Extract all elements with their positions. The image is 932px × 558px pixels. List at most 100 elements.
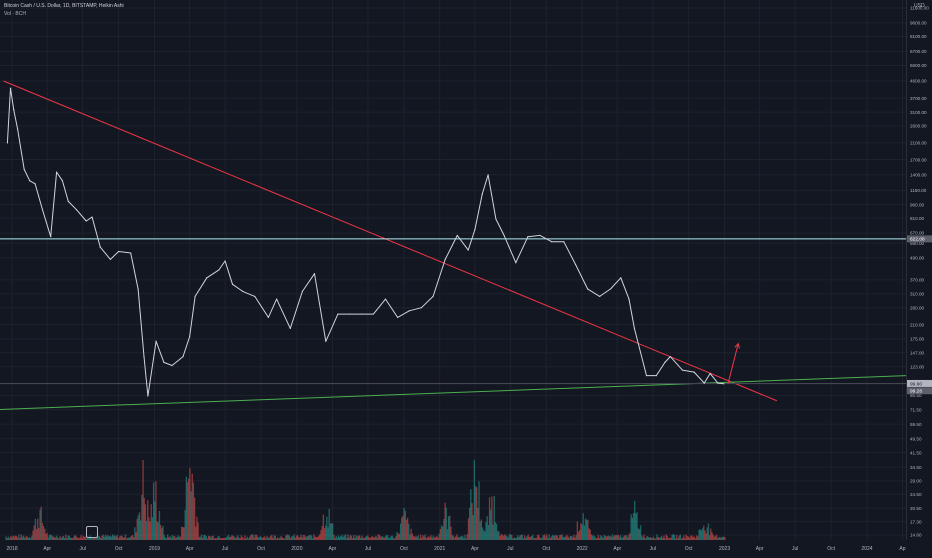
volume-bar: [278, 538, 280, 540]
price-axis[interactable]: 11600.00 9600.00 8100.00 6700.00 5600.00 4600…: [906, 0, 932, 540]
volume-bar: [543, 534, 546, 540]
volume-bar: [471, 503, 473, 540]
price-point: [171, 364, 173, 367]
time-tick-label: Jul: [365, 546, 371, 552]
volume-bar: [225, 537, 227, 540]
price-tick-label: 17.30: [910, 519, 922, 524]
volume-bar: [624, 535, 626, 540]
volume-bar: [317, 535, 320, 540]
volume-bar: [356, 536, 358, 540]
price-point: [574, 263, 577, 266]
volume-bar: [67, 535, 69, 540]
volume-bar: [617, 534, 619, 540]
volume-bar: [560, 534, 562, 540]
price-point: [75, 209, 78, 211]
volume-bar: [313, 534, 315, 540]
volume-bar: [546, 534, 548, 540]
volume-bar: [389, 537, 391, 540]
volume-bar: [362, 537, 364, 540]
volume-bar: [323, 528, 326, 540]
volume-bar: [266, 535, 268, 540]
time-tick-label: Apr: [471, 546, 479, 552]
volume-bar: [381, 536, 383, 540]
volume-bar: [655, 538, 657, 540]
volume-bar: [199, 536, 202, 540]
volume-bar: [108, 536, 110, 540]
volume-bar: [549, 537, 552, 540]
time-tick-label: 2022: [577, 546, 588, 552]
volume-bar: [535, 538, 538, 540]
volume-bar: [265, 538, 267, 540]
volume-bar: [305, 537, 307, 540]
volume-bar: [575, 535, 577, 540]
volume-bar: [513, 537, 515, 540]
volume-bar: [708, 535, 711, 540]
volume-bar: [193, 497, 196, 540]
price-point: [703, 382, 705, 384]
volume-bar: [90, 537, 93, 540]
volume-bar: [213, 538, 216, 540]
volume-bar: [417, 535, 419, 540]
volume-bar: [501, 534, 504, 540]
volume-bar: [360, 537, 362, 540]
volume-bar: [570, 536, 573, 540]
volume-bar: [45, 533, 47, 540]
volume-bar: [322, 514, 324, 540]
price-point: [610, 288, 612, 290]
volume-bar: [378, 534, 381, 540]
volume-bar: [583, 525, 586, 540]
volume-bar: [240, 535, 243, 540]
volume-bar: [61, 536, 63, 540]
price-chart[interactable]: [0, 0, 907, 540]
time-axis[interactable]: 2018 Apr Jul Oct 2019 Apr Jul Oct 2020 Apr Jul Oct 2…: [0, 540, 906, 553]
volume-bar: [349, 535, 351, 540]
price-point: [29, 180, 31, 182]
volume-bar: [463, 538, 465, 540]
volume-bar: [518, 537, 520, 540]
volume-bar: [141, 494, 143, 540]
volume-bar: [470, 489, 472, 540]
volume-bar: [416, 536, 418, 540]
volume-bar: [246, 536, 248, 540]
trend-line[interactable]: [3, 80, 778, 402]
volume-bar: [88, 537, 90, 540]
chart-area[interactable]: [0, 0, 907, 540]
volume-bar: [594, 536, 596, 540]
price-point: [50, 236, 52, 238]
tradingview-logo-icon[interactable]: [86, 526, 98, 538]
volume-bar: [121, 535, 123, 540]
volume-bar: [147, 500, 149, 540]
volume-bar: [539, 537, 541, 540]
volume-bar: [262, 536, 265, 540]
volume-bar: [596, 537, 598, 540]
volume-bar: [319, 534, 321, 540]
volume-bar: [284, 538, 286, 540]
projection-arrow-line[interactable]: [727, 343, 739, 384]
price-point: [527, 236, 529, 238]
volume-bar: [65, 534, 67, 540]
volume-bar: [577, 531, 580, 540]
volume-bar: [652, 536, 655, 540]
volume-bar: [527, 534, 529, 540]
volume-bar: [677, 538, 679, 540]
volume-bar: [354, 538, 356, 540]
price-point: [231, 283, 234, 285]
volume-bar: [174, 535, 176, 540]
time-tick-label: Oct: [115, 546, 123, 552]
volume-bar: [26, 536, 28, 540]
volume-bar: [151, 517, 154, 540]
volume-bar: [185, 476, 188, 540]
volume-bar: [370, 536, 372, 540]
volume-bar: [428, 536, 430, 540]
time-axis-scale[interactable]: 2018 Apr Jul Oct 2019 Apr Jul Oct 2020 Apr Jul Oct 2…: [0, 543, 906, 553]
trend-line[interactable]: [0, 375, 907, 410]
volume-bar: [365, 536, 368, 540]
volume-bar: [309, 534, 312, 540]
price-axis-scale[interactable]: 11600.00 9600.00 8100.00 6700.00 5600.00 4600…: [907, 0, 932, 540]
volume-bar: [444, 502, 446, 540]
volume-bar: [659, 537, 662, 540]
volume-bar: [411, 533, 413, 540]
volume-bar: [60, 538, 62, 540]
projection-arrow-head[interactable]: [734, 342, 740, 349]
volume-bar: [627, 537, 629, 540]
